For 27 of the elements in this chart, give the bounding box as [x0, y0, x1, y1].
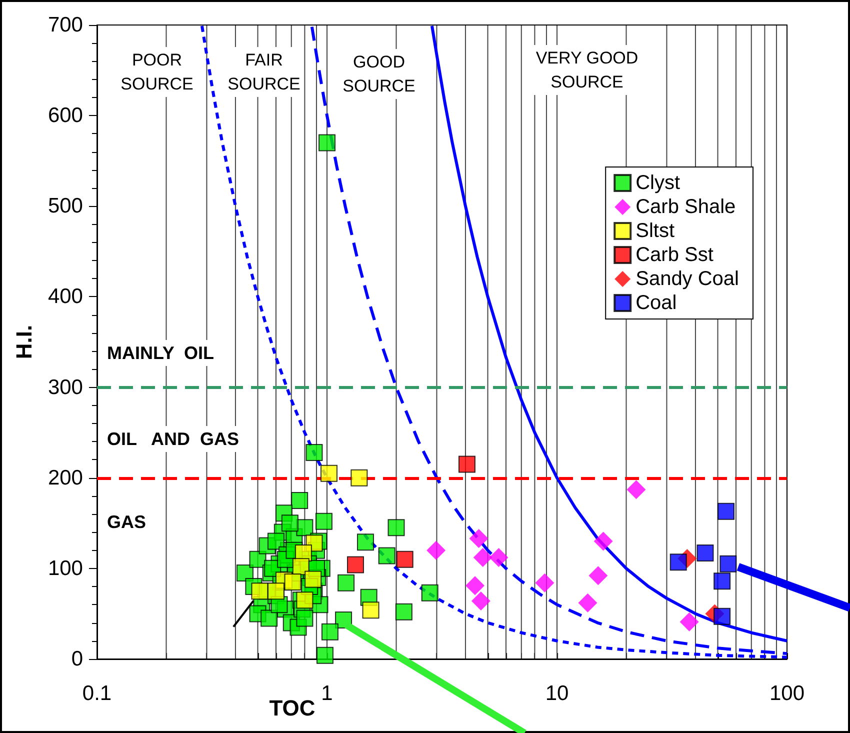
y-tick-label: 600 — [48, 104, 83, 128]
legend-label: Sandy Coal — [636, 268, 740, 290]
x-tick-label: 10 — [545, 682, 569, 705]
annotation: GOOD SOURCE — [342, 52, 416, 96]
y-axis-title: H.I. — [12, 324, 36, 360]
x-tick-label: 100 — [769, 682, 805, 705]
annotation: OIL AND GAS — [107, 429, 240, 449]
y-tick-label: 200 — [48, 466, 83, 490]
annotation: POOR SOURCE — [120, 50, 194, 94]
annotation: VERY GOOD SOURCE — [536, 48, 638, 92]
y-tick-label: 500 — [48, 194, 83, 218]
annotation: FAIR SOURCE — [228, 50, 300, 94]
x-tick-label: 0.1 — [82, 682, 112, 705]
legend-label: Carb Shale — [636, 196, 736, 218]
legend-label: Coal — [636, 292, 677, 314]
legend-label: Carb Sst — [636, 244, 714, 266]
x-axis-title: TOC — [269, 696, 316, 720]
annotation: MAINLY OIL — [107, 343, 214, 363]
y-tick-label: 400 — [48, 285, 83, 308]
y-tick-label: 300 — [48, 376, 83, 399]
y-tick-label: 700 — [48, 14, 83, 36]
legend-label: Clyst — [636, 172, 680, 194]
legend-label: Sltst — [636, 220, 675, 242]
y-tick-label: 100 — [48, 556, 83, 580]
x-tick-label: 1 — [321, 682, 333, 705]
annotation: GAS — [107, 512, 146, 532]
y-tick-label: 0 — [71, 648, 83, 670]
